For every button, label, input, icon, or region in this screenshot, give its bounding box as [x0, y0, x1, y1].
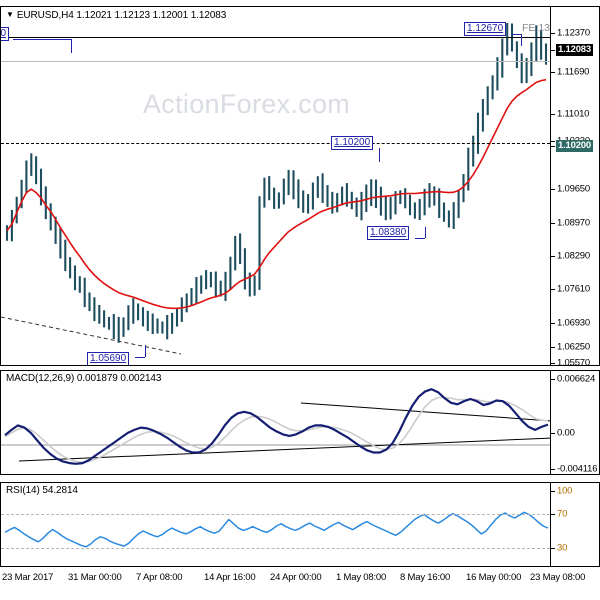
- price-axis-label: 1.06250: [557, 341, 590, 353]
- rsi-axis-label: 70: [557, 508, 568, 520]
- moving-average-line: [6, 78, 547, 310]
- price-tick: [551, 72, 555, 73]
- current-price-line: [1, 61, 550, 62]
- price-axis-label: 1.08970: [557, 217, 590, 229]
- time-axis-label: 16 May 00:00: [466, 572, 522, 583]
- price-plot-area[interactable]: ActionForex.com 50 1.12670 FE 138.2 1.10…: [1, 22, 551, 365]
- time-axis-label: 23 Mar 2017: [2, 572, 54, 583]
- price-tick: [551, 146, 555, 147]
- descending-trendline: [1, 316, 182, 355]
- time-axis[interactable]: 23 Mar 2017 31 Mar 00:00 7 Apr 08:00 14 Apr…: [0, 568, 600, 600]
- rsi-panel[interactable]: RSI(14) 54.2814: [0, 482, 551, 567]
- rsi-axis-scale[interactable]: 100 70 30: [551, 482, 600, 567]
- macd-axis-scale[interactable]: 0.006624 0.00 -0.004116: [551, 370, 600, 475]
- macd-tick: [551, 469, 555, 470]
- macd-panel[interactable]: MACD(12,26,9) 0.001879 0.002143: [0, 370, 551, 475]
- annotation-tag-support[interactable]: 1.08380: [367, 226, 410, 240]
- rsi-overbought-line: [1, 514, 550, 515]
- price-tick: [551, 256, 555, 257]
- fibonacci-extension-label: FE 138.2: [522, 22, 551, 34]
- price-tick: [551, 363, 555, 364]
- rsi-title: RSI(14) 54.2814: [6, 485, 78, 496]
- price-panel-header: ▼ EURUSD,H4 1.12021 1.12123 1.12001 1.120…: [6, 10, 226, 21]
- macd-series-svg: [1, 388, 550, 465]
- macd-axis-label: 0.006624: [557, 373, 596, 385]
- time-axis-label: 1 May 08:00: [336, 572, 387, 583]
- price-chart-panel[interactable]: ▼ EURUSD,H4 1.12021 1.12123 1.12001 1.120…: [0, 6, 551, 366]
- tag-arm-high: [511, 34, 521, 35]
- macd-upper-trendline: [300, 402, 550, 422]
- annotation-tag-low[interactable]: 1.05690: [87, 352, 130, 365]
- price-axis-label: 1.12370: [557, 27, 590, 39]
- current-price-label: 1.12083: [556, 44, 593, 56]
- price-tick: [551, 223, 555, 224]
- price-tick: [551, 347, 555, 348]
- symbol-timeframe-ohlc-label: EURUSD,H4 1.12021 1.12123 1.12001 1.1208…: [16, 10, 227, 21]
- price-axis-scale[interactable]: 1.123701.120831.116901.110101.103301.102…: [551, 6, 600, 369]
- rsi-axis-label: 100: [557, 485, 573, 497]
- rsi-axis-label: 30: [557, 542, 568, 554]
- annotation-tag-high[interactable]: 1.12670: [464, 22, 507, 36]
- price-series-svg: [1, 23, 548, 355]
- time-axis-label: 24 Apr 00:00: [270, 572, 322, 583]
- price-tick: [551, 141, 555, 142]
- macd-signal-line: [4, 396, 549, 464]
- macd-tick: [551, 433, 555, 434]
- tag-arm-support: [415, 238, 425, 239]
- tag-stem-support: [425, 227, 426, 238]
- tag-stem-low: [145, 345, 146, 357]
- price-tick: [551, 114, 555, 115]
- macd-axis-label: 0.00: [557, 427, 575, 439]
- tag-arm-left: [13, 39, 71, 40]
- time-axis-label: 7 Apr 08:00: [136, 572, 183, 583]
- highlight-price-label: 1.10200: [556, 140, 593, 152]
- macd-tick: [551, 379, 555, 380]
- price-axis-label: 1.11010: [557, 108, 590, 120]
- rsi-tick: [551, 514, 555, 515]
- time-axis-label: 23 May 08:00: [530, 572, 586, 583]
- triangle-down-icon[interactable]: ▼: [6, 10, 14, 19]
- price-axis-label: 1.06930: [557, 317, 590, 329]
- rsi-plot-area[interactable]: [1, 497, 550, 566]
- price-axis-label: 1.07610: [557, 283, 590, 295]
- macd-main-line: [4, 388, 549, 465]
- price-tick: [551, 323, 555, 324]
- tag-stem-high: [521, 34, 522, 46]
- macd-axis-label: -0.004116: [557, 463, 598, 475]
- price-axis-label: 1.11690: [557, 66, 590, 78]
- annotation-tag-left-clipped[interactable]: 50: [1, 27, 10, 41]
- price-tick: [551, 289, 555, 290]
- price-tick: [551, 33, 555, 34]
- time-axis-label: 8 May 16:00: [400, 572, 451, 583]
- tag-stem-mid: [379, 148, 380, 162]
- macd-title: MACD(12,26,9) 0.001879 0.002143: [6, 373, 162, 384]
- tag-stem-left: [71, 39, 72, 53]
- annotation-tag-mid[interactable]: 1.10200: [331, 136, 374, 150]
- resistance-line-112670: [1, 37, 550, 38]
- rsi-oversold-line: [1, 548, 550, 549]
- tag-arm-low: [135, 357, 145, 358]
- rsi-series-svg: [4, 511, 549, 548]
- macd-lower-trendline: [18, 437, 550, 462]
- macd-plot-area[interactable]: [1, 385, 550, 474]
- time-axis-label: 14 Apr 16:00: [204, 572, 256, 583]
- rsi-tick: [551, 491, 555, 492]
- price-tick: [551, 189, 555, 190]
- time-axis-label: 31 Mar 00:00: [68, 572, 122, 583]
- price-tick: [551, 50, 555, 51]
- price-axis-label: 1.05570: [557, 357, 590, 369]
- level-line-110200: [1, 143, 550, 144]
- rsi-tick: [551, 548, 555, 549]
- price-axis-label: 1.08290: [557, 250, 590, 262]
- price-axis-label: 1.09650: [557, 183, 590, 195]
- rsi-main-line: [4, 511, 549, 548]
